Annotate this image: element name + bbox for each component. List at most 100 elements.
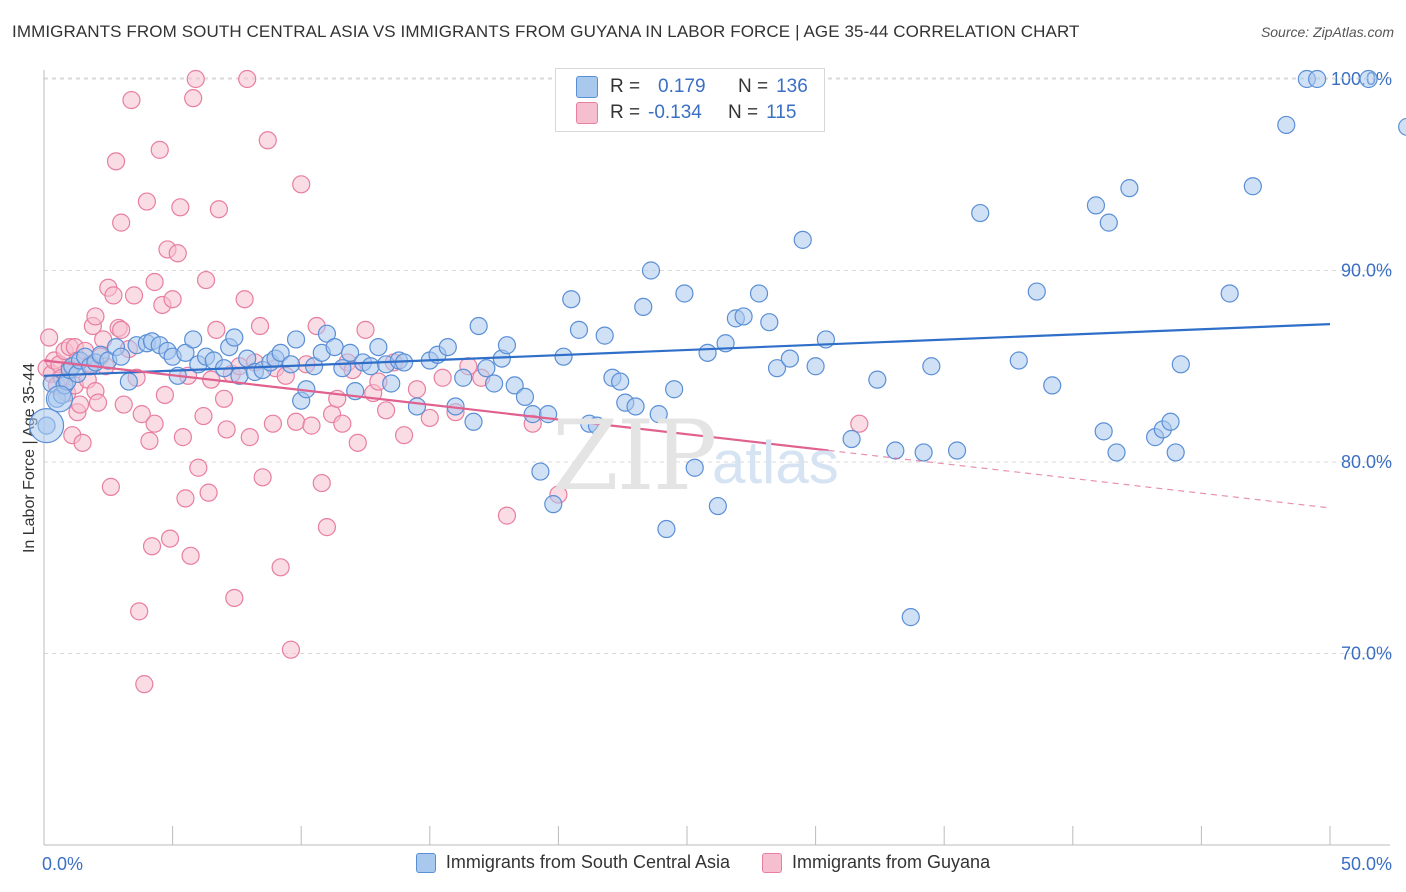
guyana-point bbox=[194, 406, 213, 426]
south-central-asia-point bbox=[685, 458, 704, 477]
south-central-asia-point bbox=[464, 412, 483, 431]
guyana-point bbox=[186, 69, 205, 89]
south-central-asia-point bbox=[1171, 355, 1190, 374]
guyana-point bbox=[163, 290, 182, 309]
south-central-asia-point bbox=[634, 297, 653, 316]
guyana-point bbox=[235, 290, 254, 309]
guyana-point bbox=[286, 412, 306, 431]
guyana-point bbox=[122, 90, 141, 110]
south-central-asia-point bbox=[1009, 351, 1028, 370]
guyana-point bbox=[145, 272, 164, 292]
south-central-asia-point bbox=[1277, 115, 1296, 135]
south-central-asia-point bbox=[1161, 412, 1180, 431]
south-central-asia-point bbox=[515, 387, 535, 406]
series-legend-swatch-blue bbox=[415, 852, 436, 873]
south-central-asia-point bbox=[1308, 69, 1327, 89]
south-central-asia-point bbox=[767, 359, 787, 378]
guyana-point bbox=[173, 428, 192, 447]
south-central-asia-point bbox=[901, 608, 920, 627]
guyana-point bbox=[238, 69, 257, 89]
series-legend-label-2: Immigrants from Guyana bbox=[792, 852, 991, 872]
south-central-asia-point bbox=[361, 357, 380, 376]
guyana-point bbox=[171, 198, 190, 217]
guyana-point bbox=[407, 380, 427, 399]
legend-r-value-1: 0.179 bbox=[658, 76, 706, 97]
south-central-asia-point bbox=[698, 343, 717, 362]
guyana-point bbox=[101, 477, 120, 496]
source-label: Source: ZipAtlas.com bbox=[1260, 24, 1394, 40]
guyana-point bbox=[207, 320, 226, 339]
guyana-point bbox=[217, 420, 236, 439]
guyana-point bbox=[168, 244, 187, 263]
south-central-asia-point bbox=[793, 230, 812, 249]
south-central-asia-point bbox=[1086, 196, 1106, 215]
guyana-point bbox=[112, 213, 131, 232]
south-central-asia-point bbox=[1359, 69, 1378, 89]
south-central-asia-point bbox=[544, 495, 563, 514]
south-central-asia-point bbox=[485, 374, 504, 393]
guyana-point bbox=[145, 414, 164, 433]
south-central-asia-point bbox=[708, 496, 727, 516]
south-central-asia-point bbox=[317, 324, 337, 343]
guyana-point bbox=[497, 506, 517, 525]
legend-swatch-blue bbox=[576, 76, 598, 98]
south-central-asia-point bbox=[842, 429, 861, 449]
guyana-point bbox=[253, 468, 272, 487]
south-central-asia-point bbox=[1243, 177, 1262, 196]
guyana-point bbox=[132, 405, 151, 424]
guyana-point bbox=[86, 307, 105, 326]
south-central-asia-point bbox=[675, 284, 694, 303]
south-central-asia-point bbox=[531, 462, 550, 481]
guyana-point bbox=[333, 414, 352, 433]
south-central-asia-point bbox=[554, 347, 573, 366]
south-central-asia-point bbox=[626, 397, 645, 416]
guyana-point bbox=[176, 489, 195, 508]
guyana-point bbox=[302, 416, 321, 435]
guyana-point bbox=[73, 433, 92, 452]
guyana-point bbox=[130, 602, 149, 621]
series-legend-item-1: Immigrants from South Central Asia bbox=[415, 852, 730, 873]
guyana-point bbox=[181, 546, 200, 565]
south-central-asia-point bbox=[569, 320, 589, 339]
south-central-asia-point bbox=[595, 326, 614, 345]
guyana-point bbox=[114, 395, 133, 414]
south-central-asia-point bbox=[868, 370, 887, 389]
south-central-asia-point bbox=[914, 443, 933, 462]
legend-r-label-2: R = bbox=[610, 102, 641, 123]
guyana-point bbox=[356, 320, 375, 339]
south-central-asia-point bbox=[947, 441, 967, 460]
south-central-asia-point bbox=[340, 343, 360, 362]
series-legend: Immigrants from South Central Asia Immig… bbox=[0, 852, 1406, 873]
south-central-asia-point bbox=[1099, 213, 1118, 232]
south-central-asia-point bbox=[225, 328, 244, 347]
guyana-point bbox=[209, 200, 228, 219]
south-central-asia-point bbox=[477, 359, 496, 378]
guyana-point bbox=[137, 192, 156, 211]
guyana-point bbox=[184, 89, 203, 108]
south-central-asia-point bbox=[1398, 117, 1406, 136]
south-central-asia-point bbox=[286, 330, 306, 349]
south-central-asia-point bbox=[749, 284, 769, 303]
south-central-asia-point bbox=[922, 357, 941, 376]
south-central-asia-point bbox=[281, 355, 301, 374]
south-central-asia-point bbox=[886, 441, 905, 460]
south-central-asia-point-large bbox=[45, 385, 74, 413]
guyana-point bbox=[112, 320, 131, 339]
chart-title: IMMIGRANTS FROM SOUTH CENTRAL ASIA VS IM… bbox=[12, 22, 1080, 41]
south-central-asia-point bbox=[649, 405, 668, 424]
south-central-asia-point bbox=[611, 372, 630, 391]
y-tick-label: 90.0% bbox=[1341, 261, 1392, 281]
guyana-point bbox=[196, 270, 216, 290]
south-central-asia-point bbox=[454, 368, 473, 387]
guyana-point bbox=[263, 414, 283, 433]
guyana-trendline bbox=[43, 359, 829, 452]
south-central-asia-point bbox=[1094, 422, 1113, 441]
guyana-point bbox=[292, 175, 311, 194]
south-central-asia-point bbox=[562, 290, 581, 309]
south-central-asia-point bbox=[1027, 282, 1046, 301]
guyana-point bbox=[155, 385, 174, 405]
guyana-point bbox=[225, 588, 244, 608]
guyana-point bbox=[250, 316, 270, 336]
guyana-point bbox=[348, 433, 367, 452]
guyana-point bbox=[106, 152, 126, 171]
